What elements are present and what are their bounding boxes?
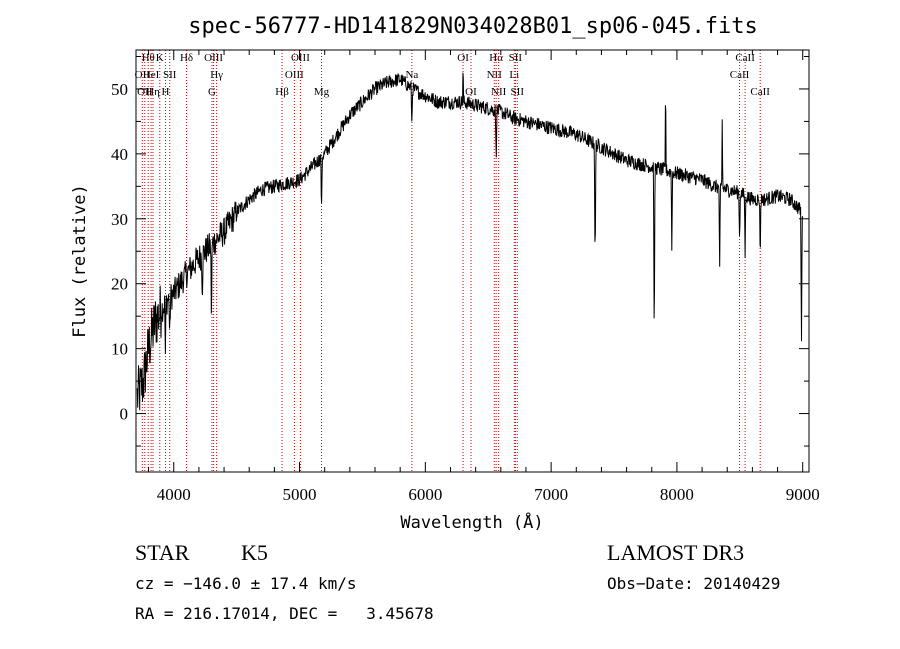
line-marker-label-16: Na [405,69,418,81]
survey-name: LAMOST DR3 [607,540,745,565]
y-tick-label-3: 30 [111,210,128,229]
line-marker-label-23: SII [509,52,523,64]
line-marker-label-25: CaII [730,69,750,81]
line-marker-label-18: OI [465,86,477,98]
object-class: STAR [135,540,190,565]
x-tick-label-2: 6000 [408,485,442,504]
line-marker-label-2: Hθ [142,52,155,64]
redshift-cz: cz = −146.0 ± 17.4 km/s [135,574,357,593]
line-marker-label-12: Hβ [275,86,289,98]
spectrum-line [136,72,804,411]
chart-title: spec-56777-HD141829N034028B01_sp06-045.f… [188,14,758,39]
spectrum-series [136,72,804,411]
y-tick-label-1: 10 [111,340,128,359]
line-marker-label-3: HeI [143,69,160,81]
y-axis-ticks: 0 10 20 30 40 50 [111,55,809,447]
line-marker-label-6: H [161,86,169,98]
line-marker-label-14: OIII [291,52,310,64]
x-tick-label-4: 8000 [660,485,694,504]
line-marker-label-20: Hα [489,52,503,64]
y-tick-label-5: 50 [111,80,128,99]
observation-date: Obs−Date: 20140429 [607,574,781,593]
object-subclass: K5 [241,540,268,565]
line-marker-label-22: Li [509,69,519,81]
line-marker-label-0: OII [135,69,151,81]
line-marker-label-11: Hγ [210,69,223,81]
line-markers: OIIOIIHθHeIHηKHSIIHδGOIIIHγHβOIIIOIIIMgN… [135,50,770,472]
line-marker-label-24: SII [511,86,525,98]
line-marker-label-21: NII [491,86,507,98]
x-tick-label-1: 5000 [283,485,317,504]
line-marker-label-4: Hη [146,86,160,98]
y-tick-label-2: 20 [111,275,128,294]
x-tick-label-5: 9000 [786,485,820,504]
line-marker-label-13: OIII [285,69,304,81]
line-marker-label-5: K [156,52,164,64]
line-marker-label-26: CaII [735,52,755,64]
y-axis-label: Flux (relative) [70,184,90,338]
coordinates: RA = 216.17014, DEC = 3.45678 [135,604,434,623]
line-marker-label-17: OI [457,52,469,64]
y-tick-label-4: 40 [111,145,128,164]
x-tick-label-3: 7000 [534,485,568,504]
x-tick-label-0: 4000 [157,485,191,504]
line-marker-label-8: Hδ [180,52,193,64]
line-marker-label-7: SII [163,69,177,81]
x-axis-label: Wavelength (Å) [400,511,543,533]
line-marker-label-19: NII [487,69,503,81]
line-marker-label-9: G [208,86,216,98]
plot-frame [135,49,810,473]
line-marker-label-15: Mg [314,86,330,98]
y-tick-label-0: 0 [120,405,129,424]
line-marker-label-27: CaII [750,86,770,98]
x-axis-ticks: 4000 5000 6000 7000 8000 9000 [148,50,820,504]
line-marker-label-10: OIII [204,52,223,64]
